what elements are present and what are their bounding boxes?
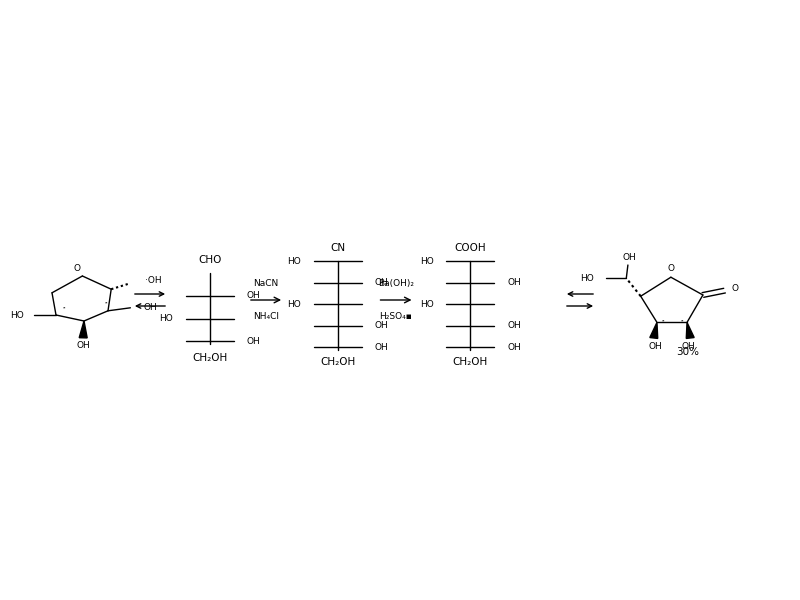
Text: OH: OH [143, 304, 157, 312]
Text: OH: OH [374, 322, 388, 330]
Text: H₂SO₄▪: H₂SO₄▪ [379, 312, 413, 322]
Text: HO: HO [287, 257, 301, 265]
Text: OH: OH [507, 278, 521, 287]
Text: OH: OH [246, 291, 260, 300]
Text: OH: OH [76, 340, 90, 349]
Text: HO: HO [581, 274, 594, 283]
Text: CN: CN [330, 243, 345, 253]
Text: CH₂OH: CH₂OH [453, 358, 488, 367]
Polygon shape [686, 322, 694, 338]
Text: CH₂OH: CH₂OH [320, 358, 355, 367]
Text: OH: OH [246, 337, 260, 346]
Text: NH₄Cl: NH₄Cl [253, 312, 279, 322]
Text: O: O [732, 284, 739, 293]
Text: CH₂OH: CH₂OH [192, 353, 227, 362]
Text: OH: OH [374, 343, 388, 352]
Text: HO: HO [10, 311, 24, 319]
Text: Ba(OH)₂: Ba(OH)₂ [378, 278, 414, 287]
Text: '': '' [105, 302, 108, 307]
Text: HO: HO [420, 257, 434, 265]
Text: CHO: CHO [198, 255, 222, 265]
Text: OH: OH [507, 322, 521, 330]
Text: OH: OH [507, 343, 521, 352]
Text: O: O [74, 263, 80, 272]
Text: '': '' [662, 320, 666, 325]
Text: '': '' [62, 307, 66, 311]
Text: OH: OH [682, 342, 695, 351]
Text: O: O [667, 265, 674, 274]
Text: OH: OH [374, 278, 388, 287]
Text: OH: OH [649, 342, 662, 351]
Text: HO: HO [159, 314, 173, 323]
Text: HO: HO [287, 300, 301, 309]
Text: 30%: 30% [677, 347, 699, 357]
Text: OH: OH [622, 253, 636, 262]
Text: COOH: COOH [454, 243, 486, 253]
Polygon shape [650, 322, 658, 338]
Text: HO: HO [420, 300, 434, 309]
Text: '': '' [680, 320, 684, 325]
Text: ·OH: ·OH [145, 275, 162, 284]
Polygon shape [79, 321, 87, 338]
Text: NaCN: NaCN [254, 278, 278, 287]
